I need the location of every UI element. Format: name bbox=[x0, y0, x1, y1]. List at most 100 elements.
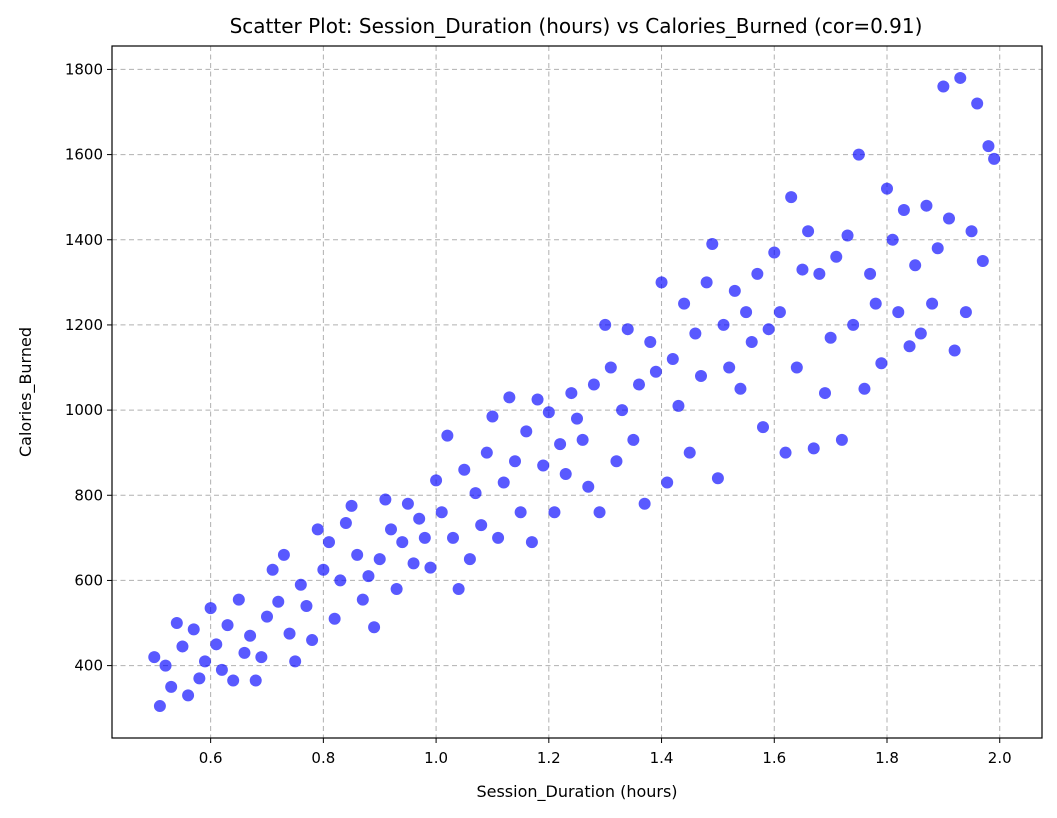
data-point bbox=[176, 640, 189, 653]
data-point bbox=[695, 370, 707, 383]
data-point bbox=[875, 357, 888, 370]
data-point bbox=[655, 276, 668, 289]
data-point bbox=[441, 429, 454, 442]
data-point bbox=[463, 553, 476, 566]
data-point bbox=[757, 421, 769, 434]
data-point bbox=[892, 306, 905, 319]
plot-frame bbox=[111, 45, 1043, 739]
data-point bbox=[819, 387, 831, 400]
data-point bbox=[294, 578, 307, 591]
data-point bbox=[599, 318, 612, 331]
data-point bbox=[683, 446, 696, 459]
y-tick-label: 400 bbox=[74, 657, 103, 675]
data-point bbox=[379, 493, 392, 506]
data-point bbox=[339, 516, 352, 529]
data-point bbox=[779, 446, 792, 459]
data-point bbox=[283, 627, 296, 640]
data-point bbox=[886, 233, 899, 246]
data-point bbox=[644, 335, 657, 348]
data-point bbox=[537, 459, 550, 472]
x-tick-label: 2.0 bbox=[988, 749, 1012, 767]
data-point bbox=[852, 148, 865, 161]
data-point bbox=[847, 318, 860, 331]
data-point bbox=[976, 255, 989, 268]
y-tick-label: 1200 bbox=[65, 316, 103, 334]
data-point bbox=[390, 582, 403, 595]
data-point bbox=[204, 602, 217, 615]
data-point bbox=[858, 382, 871, 395]
data-point bbox=[311, 523, 324, 536]
data-point bbox=[261, 610, 273, 623]
data-point bbox=[751, 267, 764, 280]
data-point bbox=[723, 361, 736, 374]
data-point bbox=[790, 361, 803, 374]
data-point bbox=[227, 674, 240, 687]
data-point bbox=[289, 655, 302, 668]
data-point bbox=[554, 438, 567, 451]
data-point bbox=[486, 410, 499, 423]
data-point bbox=[813, 267, 826, 280]
data-point bbox=[492, 531, 505, 544]
data-point bbox=[368, 621, 381, 634]
data-point bbox=[356, 593, 369, 606]
data-point bbox=[920, 199, 933, 212]
data-point bbox=[480, 446, 493, 459]
data-point bbox=[728, 284, 741, 297]
data-point bbox=[232, 593, 245, 606]
data-point bbox=[621, 323, 634, 336]
data-point bbox=[802, 225, 815, 238]
data-point bbox=[587, 378, 600, 391]
data-point bbox=[328, 612, 341, 625]
data-point bbox=[943, 212, 955, 225]
data-point bbox=[610, 455, 623, 468]
data-point bbox=[531, 393, 544, 406]
data-point bbox=[187, 623, 200, 636]
data-point bbox=[982, 140, 995, 153]
data-point bbox=[633, 378, 645, 391]
data-point bbox=[238, 646, 251, 659]
data-point bbox=[193, 672, 206, 685]
data-point bbox=[571, 412, 583, 425]
data-point bbox=[385, 523, 397, 536]
data-point bbox=[306, 634, 319, 647]
data-point bbox=[424, 561, 437, 574]
data-point bbox=[734, 382, 747, 395]
x-tick-label: 1.2 bbox=[537, 749, 561, 767]
x-tick-label: 1.6 bbox=[762, 749, 786, 767]
data-point bbox=[334, 574, 347, 587]
data-point bbox=[638, 497, 651, 510]
data-point bbox=[418, 531, 431, 544]
data-point bbox=[988, 152, 1001, 165]
data-point bbox=[576, 433, 589, 446]
data-point bbox=[672, 399, 685, 412]
data-point bbox=[435, 506, 448, 519]
data-point bbox=[345, 499, 358, 512]
data-point bbox=[700, 276, 713, 289]
data-point bbox=[773, 306, 786, 319]
data-point bbox=[711, 472, 724, 485]
data-point bbox=[909, 259, 922, 272]
data-point bbox=[616, 404, 629, 417]
data-point bbox=[965, 225, 978, 238]
data-point bbox=[661, 476, 674, 489]
data-point bbox=[430, 474, 443, 487]
x-tick-label: 0.8 bbox=[311, 749, 335, 767]
data-point bbox=[249, 674, 262, 687]
data-point bbox=[542, 406, 555, 419]
data-point bbox=[458, 463, 471, 476]
data-point bbox=[509, 455, 521, 468]
data-point bbox=[604, 361, 617, 374]
data-point bbox=[525, 536, 538, 549]
data-point bbox=[689, 327, 702, 340]
data-point bbox=[351, 548, 364, 561]
data-point bbox=[717, 318, 730, 331]
data-point bbox=[221, 619, 234, 632]
data-point bbox=[740, 306, 753, 319]
data-point bbox=[199, 655, 211, 668]
data-point bbox=[373, 553, 386, 566]
data-point bbox=[971, 97, 984, 110]
data-point bbox=[796, 263, 809, 276]
data-point bbox=[255, 651, 268, 664]
data-point bbox=[182, 689, 195, 702]
